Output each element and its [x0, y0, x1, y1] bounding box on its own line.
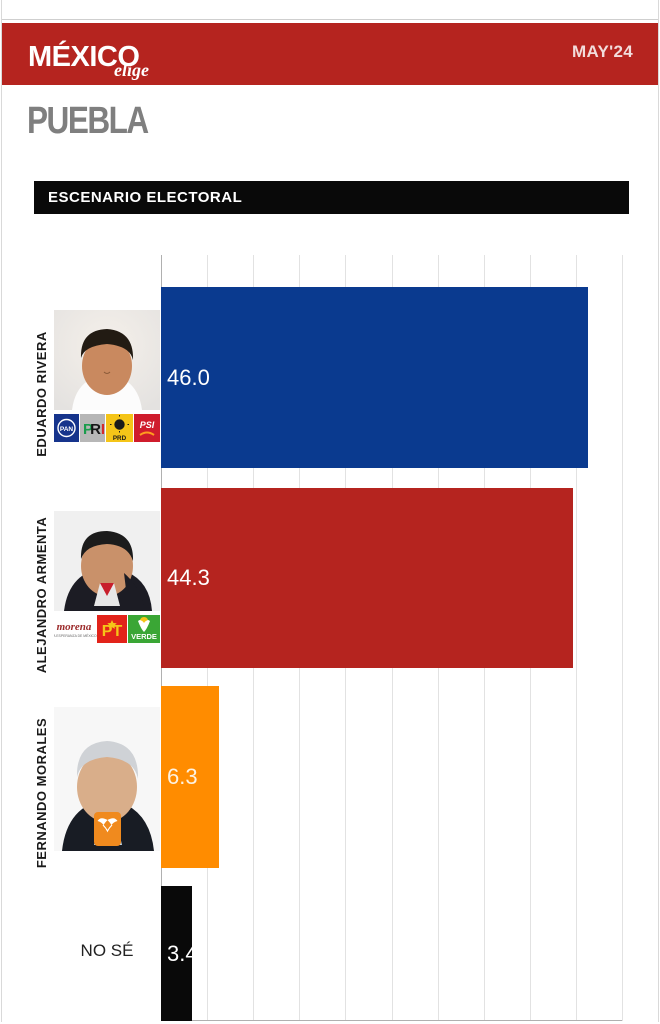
svg-text:morena: morena [57, 621, 92, 633]
svg-text:PRD: PRD [113, 435, 127, 442]
svg-text:R: R [90, 421, 101, 438]
svg-text:PAN: PAN [60, 426, 74, 433]
svg-text:I: I [101, 421, 105, 438]
svg-text:PSI: PSI [140, 420, 155, 430]
svg-text:VERDE: VERDE [131, 632, 157, 641]
svg-text:LA ESPERANZA DE MÉXICO: LA ESPERANZA DE MÉXICO [54, 633, 97, 638]
